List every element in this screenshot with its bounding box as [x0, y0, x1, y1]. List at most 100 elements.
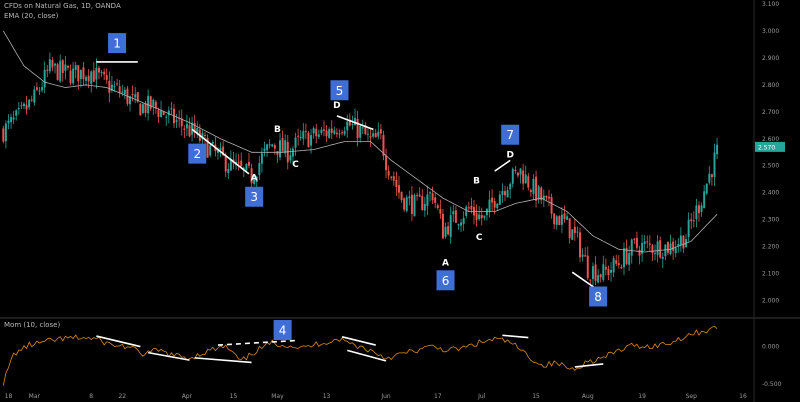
candle-body [304, 131, 307, 133]
candle-body [405, 197, 408, 212]
candle-body [382, 134, 385, 157]
candle-body [123, 89, 126, 95]
candle-body [284, 140, 287, 154]
candle-body [550, 197, 553, 214]
candle-body [713, 152, 716, 177]
candle-body [157, 110, 160, 117]
candle-body [240, 160, 243, 167]
candle-body [589, 279, 592, 281]
candle-body [573, 226, 576, 234]
candle-body [317, 134, 320, 137]
candle-body [92, 70, 95, 82]
candle-body [299, 136, 302, 138]
candle-body [294, 137, 297, 148]
candle-body [390, 176, 393, 178]
candle-body [64, 64, 67, 71]
candle-body [387, 171, 390, 176]
candle-body [17, 108, 20, 110]
candle-body [310, 135, 313, 146]
momentum-indicator-label[interactable]: Mom (10, close) [4, 321, 61, 329]
candle-body [638, 249, 641, 256]
time-axis-tick: 16 [739, 393, 747, 400]
candle-body [651, 245, 654, 253]
candle-body [276, 151, 279, 155]
candle-body [77, 65, 80, 82]
candle-body [705, 183, 708, 194]
candle-body [85, 77, 88, 81]
price-axis-tick: 2.000 [762, 298, 779, 305]
price-axis-tick: 2.100 [762, 271, 779, 278]
candle-body [703, 191, 706, 208]
candle-body [87, 75, 90, 82]
candle-body [560, 214, 563, 225]
ema-indicator-label[interactable]: EMA (20, close) [4, 12, 59, 20]
candle-body [188, 125, 191, 137]
candle-body [28, 99, 31, 108]
dashed-trend-line [217, 339, 296, 346]
candle-body [191, 122, 194, 135]
wave-label-b: B [274, 125, 281, 135]
wave-badge-5-label: 5 [336, 84, 344, 98]
candle-body [666, 242, 669, 253]
candle-body [602, 264, 605, 280]
candle-body [423, 204, 426, 211]
wave-label-a: A [442, 258, 449, 268]
candle-body [646, 241, 649, 243]
candle-body [25, 104, 28, 110]
time-axis-tick: 17 [434, 393, 442, 400]
candle-body [610, 269, 613, 273]
price-axis-tick: 2.200 [762, 244, 779, 251]
candle-body [242, 167, 245, 169]
candle-body [385, 155, 388, 171]
candle-body [410, 194, 413, 214]
candle-body [480, 214, 483, 219]
wave-label-a: A [251, 174, 258, 184]
momentum-trend-line [341, 336, 376, 346]
wave-label-c: C [292, 160, 299, 170]
candle-body [708, 173, 711, 183]
candle-body [434, 197, 437, 203]
candle-body [281, 138, 284, 152]
candle-body [400, 191, 403, 201]
candle-body [579, 232, 581, 258]
wave-badge-2 [188, 143, 207, 164]
candle-body [118, 86, 121, 93]
candle-body [478, 214, 481, 220]
candle-body [82, 67, 85, 80]
candle-body [222, 146, 225, 156]
trend-line [191, 128, 250, 175]
candle-body [511, 168, 514, 184]
momentum-trend-line [194, 357, 252, 364]
candle-body [524, 174, 527, 184]
candle-body [506, 190, 509, 198]
candle-body [229, 158, 232, 171]
candle-body [369, 136, 372, 138]
wave-badge-1-label: 1 [113, 37, 121, 51]
candle-body [648, 243, 651, 245]
candle-body [700, 205, 703, 212]
candle-body [328, 129, 331, 138]
candle-body [33, 89, 36, 103]
candle-body [48, 59, 51, 72]
price-axis-tick: 2.500 [762, 163, 779, 170]
candle-body [361, 127, 364, 129]
wave-badge-4-label: 4 [279, 324, 287, 338]
momentum-axis-tick: 0.000 [762, 344, 779, 351]
candle-body [555, 216, 558, 225]
time-axis-tick: 18 [5, 393, 13, 400]
candle-body [4, 123, 7, 142]
candle-body [496, 203, 499, 209]
price-axis-tick: 3.100 [762, 1, 779, 8]
candle-body [615, 260, 618, 264]
candle-body [90, 71, 93, 84]
candle-body [258, 163, 261, 176]
candle-body [454, 210, 457, 223]
wave-badge-8 [589, 286, 608, 307]
ema-line [2, 30, 718, 253]
candle-body [131, 94, 134, 96]
time-axis-tick: 8 [89, 393, 93, 400]
symbol-title: CFDs on Natural Gas, 1D, OANDA [4, 2, 121, 10]
momentum-trend-line [574, 363, 604, 368]
